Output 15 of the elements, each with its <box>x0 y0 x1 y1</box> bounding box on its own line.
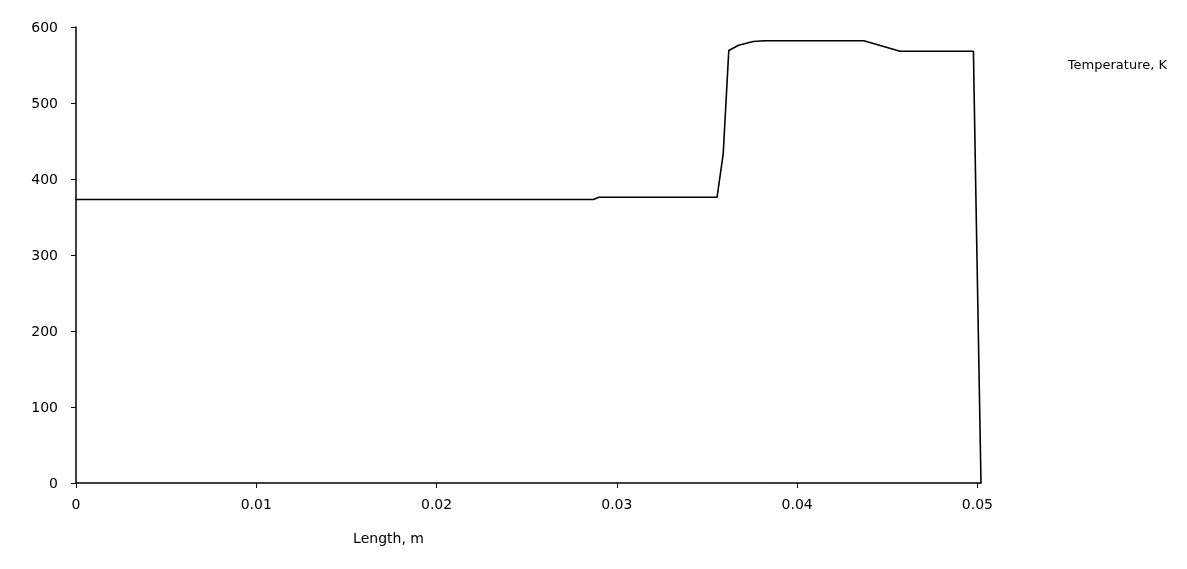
y-tick-label: 600 <box>31 19 58 35</box>
y-tick-label: 300 <box>31 247 58 263</box>
x-tick-label: 0.01 <box>240 496 272 512</box>
x-tick-label: 0.05 <box>961 496 993 512</box>
y-tick-label: 100 <box>31 399 58 415</box>
x-tick-label: 0 <box>71 496 81 512</box>
x-tick-label: 0.02 <box>420 496 453 512</box>
x-tick-label: 0.03 <box>601 496 633 512</box>
y-tick-label: 500 <box>31 95 58 111</box>
y-tick-label: 0 <box>49 475 58 491</box>
y-tick-label: 400 <box>31 171 58 187</box>
x-axis-title: Length, m <box>353 530 424 546</box>
y-tick-label: 200 <box>31 323 58 339</box>
x-tick-label: 0.04 <box>781 496 813 512</box>
text: Temperature, K <box>1066 57 1168 72</box>
